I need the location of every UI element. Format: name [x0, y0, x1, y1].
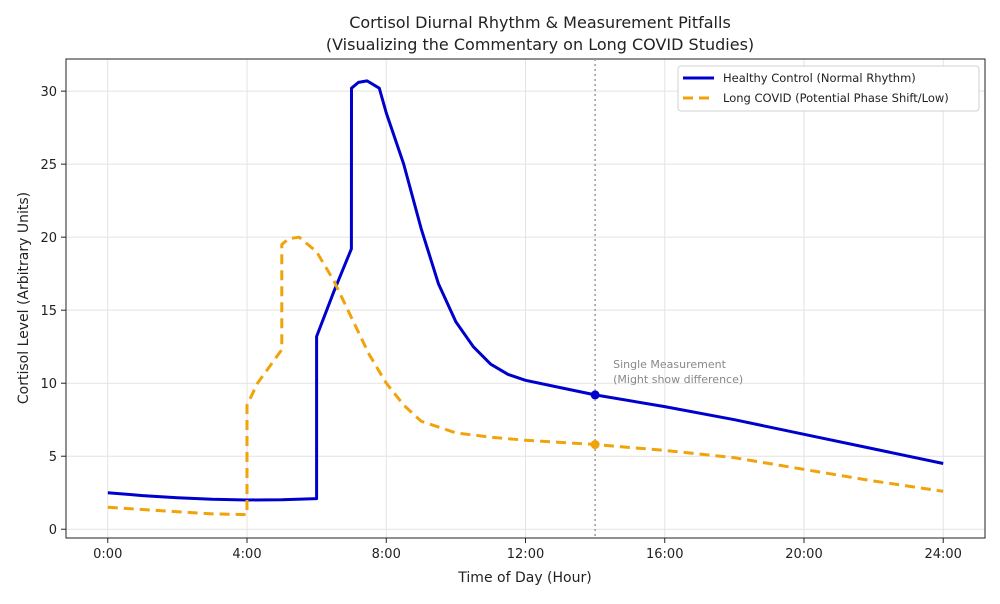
y-tick-label: 30: [40, 85, 57, 100]
x-tick-label: 24:00: [924, 547, 961, 562]
series-line-0: [107, 79, 944, 502]
measurement-point-0: [590, 390, 600, 400]
x-tick-label: 12:00: [507, 547, 544, 562]
y-tick-label: 20: [40, 231, 57, 246]
x-axis-label: Time of Day (Hour): [457, 570, 591, 586]
measurement-annotation: Single Measurement: [613, 358, 727, 371]
measurement-annotation: (Might show difference): [613, 373, 743, 386]
x-tick-label: 20:00: [785, 547, 822, 562]
legend-label: Healthy Control (Normal Rhythm): [723, 71, 916, 85]
y-tick-label: 10: [40, 377, 57, 392]
legend-label: Long COVID (Potential Phase Shift/Low): [723, 91, 949, 105]
x-tick-label: 8:00: [372, 547, 401, 562]
series-line-1: [107, 235, 944, 517]
y-tick-label: 5: [49, 450, 57, 465]
chart-title: Cortisol Diurnal Rhythm & Measurement Pi…: [349, 13, 731, 32]
y-tick-label: 25: [40, 158, 57, 173]
y-tick-label: 15: [40, 304, 57, 319]
x-tick-label: 16:00: [646, 547, 683, 562]
y-axis-label: Cortisol Level (Arbitrary Units): [16, 192, 32, 404]
measurement-point-1: [590, 440, 600, 450]
chart-subtitle: (Visualizing the Commentary on Long COVI…: [326, 35, 754, 54]
x-tick-label: 0:00: [93, 547, 122, 562]
y-tick-label: 0: [49, 523, 57, 538]
x-tick-label: 4:00: [232, 547, 261, 562]
legend-box: [677, 65, 980, 112]
